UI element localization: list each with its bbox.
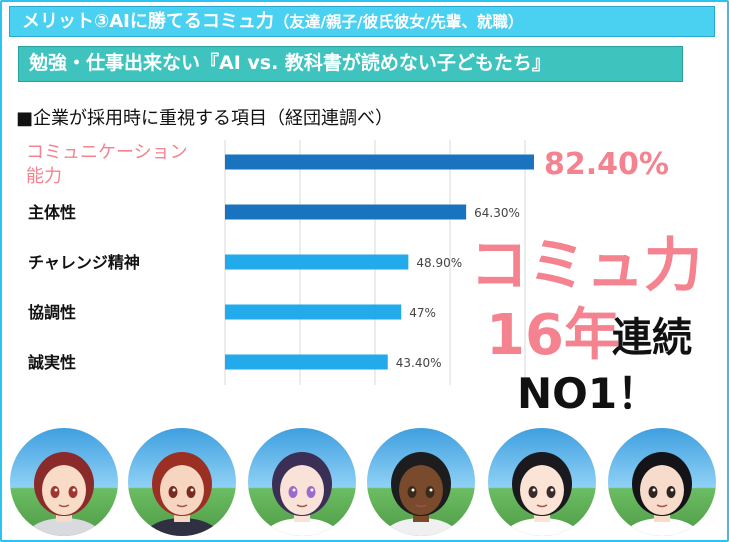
- bar-1: [225, 204, 467, 220]
- value-label-0: 82.40%: [544, 147, 669, 182]
- chart-title: ■企業が採用時に重視する項目（経団連調べ）: [16, 108, 394, 129]
- bar-4: [225, 354, 388, 370]
- callout-years: 16年: [486, 303, 620, 368]
- callout-komyuryoku: コミュ力: [470, 231, 703, 299]
- header-main-text: メリット③AIに勝てるコミュ力: [22, 11, 274, 32]
- boy-dark-skin-icon: [367, 428, 475, 536]
- character-avatars: [0, 428, 729, 542]
- value-label-2: 48.90%: [416, 256, 462, 270]
- category-label-line: 能力: [26, 166, 62, 187]
- boy-black-hair-icon: [608, 428, 716, 536]
- value-label-1: 64.30%: [474, 206, 520, 220]
- header-sub-text: （友達/親子/彼氏彼女/先輩、就職）: [273, 13, 524, 31]
- category-label-3: 協調性: [28, 303, 76, 322]
- category-label-0: コミュニケーション能力: [26, 142, 188, 187]
- sub-banner-text: 勉強・仕事出来ない『AI vs. 教科書が読めない子どもたち』: [29, 52, 551, 74]
- bar-0: [225, 154, 534, 170]
- value-label-3: 47%: [409, 306, 436, 320]
- callout-no1: NO1！: [517, 369, 660, 418]
- bar-3: [225, 304, 402, 320]
- category-label-2: チャレンジ精神: [28, 253, 140, 272]
- category-label-4: 誠実性: [28, 353, 76, 372]
- girl-black-hair-red-ribbon-icon: [488, 428, 596, 536]
- bar-2: [225, 254, 409, 270]
- callout-consecutive: 連続: [612, 315, 692, 361]
- sub-banner: 勉強・仕事出来ない『AI vs. 教科書が読めない子どもたち』: [18, 46, 683, 82]
- header-banner: メリット③AIに勝てるコミュ力（友達/親子/彼氏彼女/先輩、就職）: [9, 6, 715, 37]
- boy-red-hair-icon: [128, 428, 236, 536]
- girl-red-twin-braids-icon: [10, 428, 118, 536]
- category-label-1: 主体性: [28, 203, 76, 222]
- category-label-line: コミュニケーション: [26, 142, 188, 163]
- value-label-4: 43.40%: [396, 356, 442, 370]
- girl-purple-hair-icon: [248, 428, 356, 536]
